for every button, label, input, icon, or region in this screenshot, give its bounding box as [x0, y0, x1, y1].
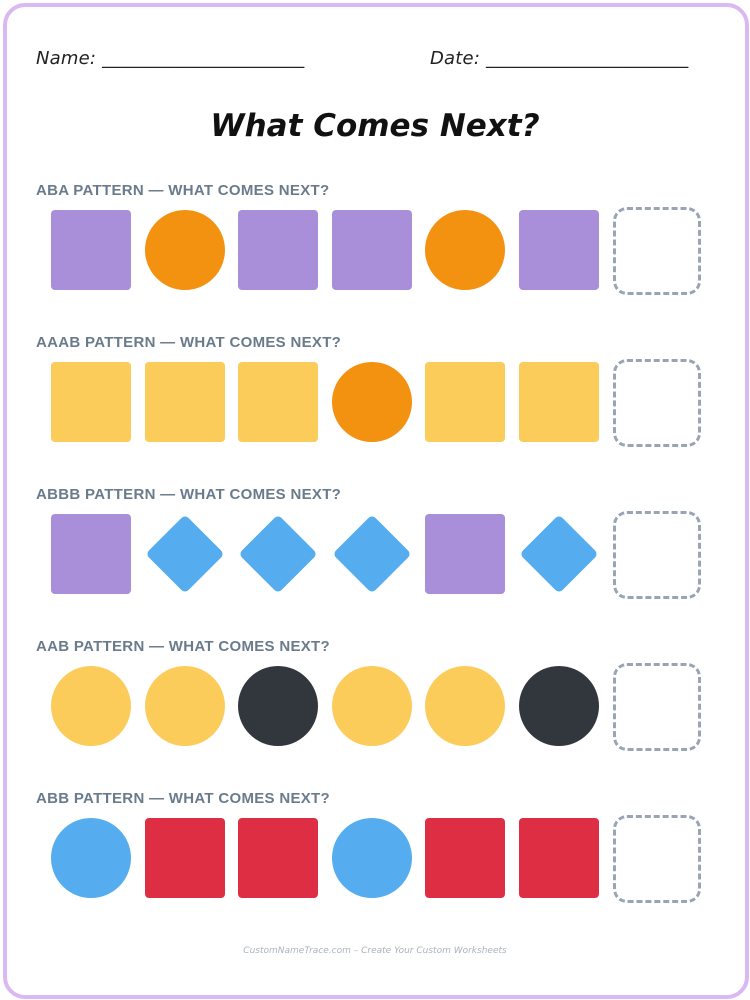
yellow-square [51, 362, 131, 442]
purple-square [519, 210, 599, 290]
diamond-shape [332, 514, 412, 594]
orange-circle [145, 210, 225, 290]
worksheet-title: What Comes Next? [210, 108, 540, 144]
answer-box[interactable] [613, 207, 701, 295]
blue-diamond [332, 514, 412, 594]
blue-circle [332, 818, 412, 898]
yellow-circle [425, 666, 505, 746]
red-square [425, 818, 505, 898]
red-square [145, 818, 225, 898]
purple-square [332, 210, 412, 290]
pattern-label: ABB PATTERN — WHAT COMES NEXT? [36, 790, 330, 807]
blue-diamond [238, 514, 318, 594]
blue-diamond [519, 514, 599, 594]
pattern-row [51, 815, 711, 906]
yellow-circle [51, 666, 131, 746]
red-square [519, 818, 599, 898]
blue-diamond [145, 514, 225, 594]
pattern-label: ABA PATTERN — WHAT COMES NEXT? [36, 182, 330, 199]
diamond-shape [145, 514, 225, 594]
pattern-section: AAAB PATTERN — WHAT COMES NEXT? [0, 334, 750, 474]
yellow-square [238, 362, 318, 442]
pattern-row [51, 359, 711, 450]
footer-credit: CustomNameTrace.com – Create Your Custom… [243, 946, 507, 956]
pattern-row [51, 207, 711, 298]
orange-circle [425, 210, 505, 290]
yellow-circle [145, 666, 225, 746]
diamond-shape [238, 514, 318, 594]
blue-circle [51, 818, 131, 898]
purple-square [51, 514, 131, 594]
diamond-shape [519, 514, 599, 594]
answer-box[interactable] [613, 511, 701, 599]
purple-square [238, 210, 318, 290]
date-field-label: Date: ______________________ [430, 48, 689, 69]
pattern-section: AAB PATTERN — WHAT COMES NEXT? [0, 638, 750, 778]
answer-box[interactable] [613, 815, 701, 903]
orange-circle [332, 362, 412, 442]
purple-square [425, 514, 505, 594]
black-circle [519, 666, 599, 746]
answer-box[interactable] [613, 663, 701, 751]
yellow-square [519, 362, 599, 442]
yellow-square [425, 362, 505, 442]
pattern-section: ABA PATTERN — WHAT COMES NEXT? [0, 182, 750, 322]
pattern-section: ABB PATTERN — WHAT COMES NEXT? [0, 790, 750, 930]
yellow-square [145, 362, 225, 442]
purple-square [51, 210, 131, 290]
pattern-row [51, 663, 711, 754]
pattern-row [51, 511, 711, 602]
name-field-label: Name: ______________________ [36, 48, 305, 69]
answer-box[interactable] [613, 359, 701, 447]
yellow-circle [332, 666, 412, 746]
pattern-label: AAAB PATTERN — WHAT COMES NEXT? [36, 334, 342, 351]
black-circle [238, 666, 318, 746]
red-square [238, 818, 318, 898]
pattern-section: ABBB PATTERN — WHAT COMES NEXT? [0, 486, 750, 626]
pattern-label: ABBB PATTERN — WHAT COMES NEXT? [36, 486, 342, 503]
pattern-label: AAB PATTERN — WHAT COMES NEXT? [36, 638, 330, 655]
